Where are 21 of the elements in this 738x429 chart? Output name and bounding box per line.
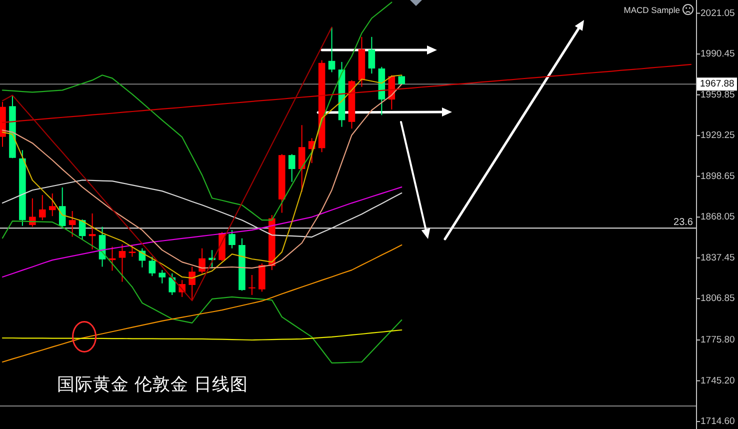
y-tick-label: 1990.45	[700, 48, 735, 60]
text: 国际黄金 伦敦金 日线图	[57, 375, 248, 395]
annotation: MACD Sample	[624, 5, 680, 15]
line-series	[2, 180, 402, 238]
ref-line-label: 1967.88	[700, 78, 734, 90]
annotation: 23.6	[674, 217, 694, 228]
y-tick-label: 1806.85	[700, 293, 735, 304]
y-tick-label: 1837.45	[700, 252, 735, 264]
y-tick-label: 1929.25	[700, 130, 735, 142]
line-series	[2, 26, 332, 302]
y-tick-label: 1745.20	[700, 375, 735, 386]
y-tick-label: 1868.05	[700, 212, 735, 223]
y-tick-label: 1959.85	[700, 89, 735, 100]
line-series	[2, 244, 402, 363]
y-tick-label: 2021.05	[700, 8, 735, 19]
y-tick-label: 1898.65	[700, 170, 735, 182]
y-tick-label: 1775.80	[700, 334, 735, 346]
line-series	[2, 329, 402, 341]
line-series	[2, 2, 392, 221]
line-series	[2, 186, 402, 278]
y-tick-label: 1714.60	[700, 416, 735, 428]
